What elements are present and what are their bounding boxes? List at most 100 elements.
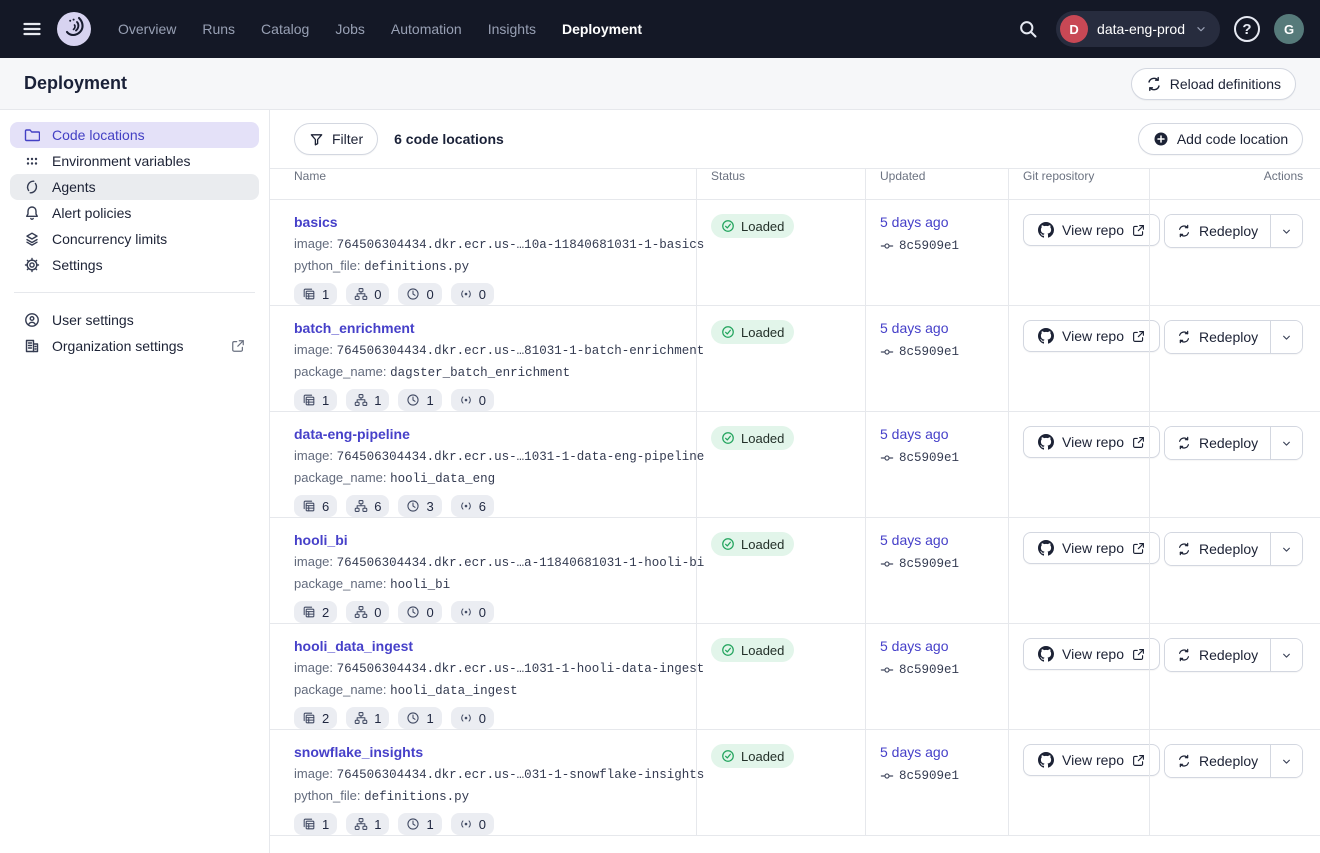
sensor-icon [459,605,473,619]
sidebar-item-alert-policies[interactable]: Alert policies [10,200,259,226]
chevron-down-icon [1280,649,1293,662]
code-location-name-link[interactable]: batch_enrichment [294,320,415,336]
redeploy-button[interactable]: Redeploy [1165,427,1271,459]
nav-item-jobs[interactable]: Jobs [335,21,365,37]
redeploy-dropdown-button[interactable] [1270,533,1303,565]
commit-icon [880,663,894,677]
redeploy-button[interactable]: Redeploy [1165,321,1271,353]
sensors-count-badge: 0 [450,283,494,305]
nav-item-runs[interactable]: Runs [202,21,236,37]
redeploy-dropdown-button[interactable] [1270,745,1303,777]
sidebar-item-organization-settings[interactable]: Organization settings [10,333,259,359]
schedules-count-badge: 1 [398,813,442,835]
chevron-down-icon [1280,755,1293,768]
schedule-clock-icon [406,287,420,301]
updated-time-link[interactable]: 5 days ago [880,532,949,548]
view-repo-button[interactable]: View repo [1023,426,1161,458]
view-repo-button[interactable]: View repo [1023,638,1161,670]
nav-item-deployment[interactable]: Deployment [561,21,643,37]
sidebar-item-agents[interactable]: Agents [10,174,259,200]
env-dots-icon [24,153,40,169]
reload-definitions-button[interactable]: Reload definitions [1130,67,1296,100]
updated-time-link[interactable]: 5 days ago [880,744,949,760]
redeploy-button[interactable]: Redeploy [1165,639,1271,671]
github-icon [1038,434,1054,450]
sidebar-item-concurrency-limits[interactable]: Concurrency limits [10,226,259,252]
updated-time-link[interactable]: 5 days ago [880,214,949,230]
code-location-name-link[interactable]: snowflake_insights [294,744,424,760]
redeploy-button[interactable]: Redeploy [1165,215,1271,247]
nav-item-automation[interactable]: Automation [390,21,462,37]
table-row: batch_enrichment image: 764506304434.dkr… [270,306,1320,412]
check-circle-icon [721,431,735,445]
image-value: 764506304434.dkr.ecr.us-…031-1-snowflake… [336,768,705,782]
nav-item-insights[interactable]: Insights [487,21,536,37]
sidebar-item-user-settings[interactable]: User settings [10,307,259,333]
redeploy-button[interactable]: Redeploy [1165,533,1271,565]
redeploy-icon [1177,542,1191,556]
github-icon [1038,540,1054,556]
code-locations-toolbar: Filter 6 code locations Add code locatio… [270,110,1320,168]
plus-circle-icon [1153,131,1169,147]
graphs-count-badge: 1 [346,813,390,835]
bell-icon [24,205,40,221]
status-badge: Loaded [711,214,795,238]
view-repo-button[interactable]: View repo [1023,320,1161,352]
view-repo-button[interactable]: View repo [1023,532,1161,564]
sensor-icon [459,499,473,513]
source-label: package_name: [294,364,387,379]
redeploy-split-button: Redeploy [1164,744,1304,778]
dagster-logo[interactable] [56,11,92,47]
menu-icon[interactable] [16,13,48,45]
deployment-badge: D [1060,15,1089,43]
external-link-icon [1132,648,1145,661]
commit-icon [880,451,894,465]
schedule-clock-icon [406,393,420,407]
search-icon[interactable] [1014,15,1042,43]
redeploy-dropdown-button[interactable] [1270,639,1303,671]
table-row: snowflake_insights image: 764506304434.d… [270,730,1320,836]
job-icon [302,287,316,301]
help-icon[interactable]: ? [1234,16,1260,42]
table-row: data-eng-pipeline image: 764506304434.dk… [270,412,1320,518]
redeploy-button[interactable]: Redeploy [1165,745,1271,777]
filter-button[interactable]: Filter [294,123,379,155]
image-value: 764506304434.dkr.ecr.us-…a-11840681031-1… [336,556,705,570]
code-location-name-link[interactable]: hooli_data_ingest [294,638,414,654]
nav-item-catalog[interactable]: Catalog [261,21,310,37]
updated-time-link[interactable]: 5 days ago [880,638,949,654]
sensors-count-badge: 0 [450,389,494,411]
redeploy-dropdown-button[interactable] [1270,427,1303,459]
code-location-name-link[interactable]: basics [294,214,338,230]
schedules-count-badge: 0 [398,283,442,305]
source-value: hooli_data_ingest [390,684,518,698]
job-icon [302,605,316,619]
sidebar-divider [14,292,255,293]
redeploy-icon [1177,754,1191,768]
add-code-location-button[interactable]: Add code location [1137,123,1304,155]
updated-time-link[interactable]: 5 days ago [880,426,949,442]
image-label: image: [294,554,334,569]
code-location-name-link[interactable]: data-eng-pipeline [294,426,410,442]
organization-icon [24,338,40,354]
sidebar-item-environment-variables[interactable]: Environment variables [10,148,259,174]
redeploy-dropdown-button[interactable] [1270,215,1303,247]
external-link-icon [231,339,245,353]
sidebar-item-settings[interactable]: Settings [10,252,259,278]
view-repo-button[interactable]: View repo [1023,744,1161,776]
schedule-clock-icon [406,711,420,725]
job-icon [302,393,316,407]
source-value: hooli_bi [390,578,451,592]
updated-time-link[interactable]: 5 days ago [880,320,949,336]
sidebar-item-code-locations[interactable]: Code locations [10,122,259,148]
view-repo-button[interactable]: View repo [1023,214,1161,246]
nav-item-overview[interactable]: Overview [118,21,177,37]
table-row: basics image: 764506304434.dkr.ecr.us-…1… [270,200,1320,306]
deployment-switcher[interactable]: D data-eng-prod [1056,11,1220,47]
redeploy-dropdown-button[interactable] [1270,321,1303,353]
check-circle-icon [721,749,735,763]
chevron-down-icon [1280,331,1293,344]
code-location-name-link[interactable]: hooli_bi [294,532,348,548]
image-value: 764506304434.dkr.ecr.us-…81031-1-batch-e… [336,344,705,358]
user-avatar[interactable]: G [1274,14,1304,44]
